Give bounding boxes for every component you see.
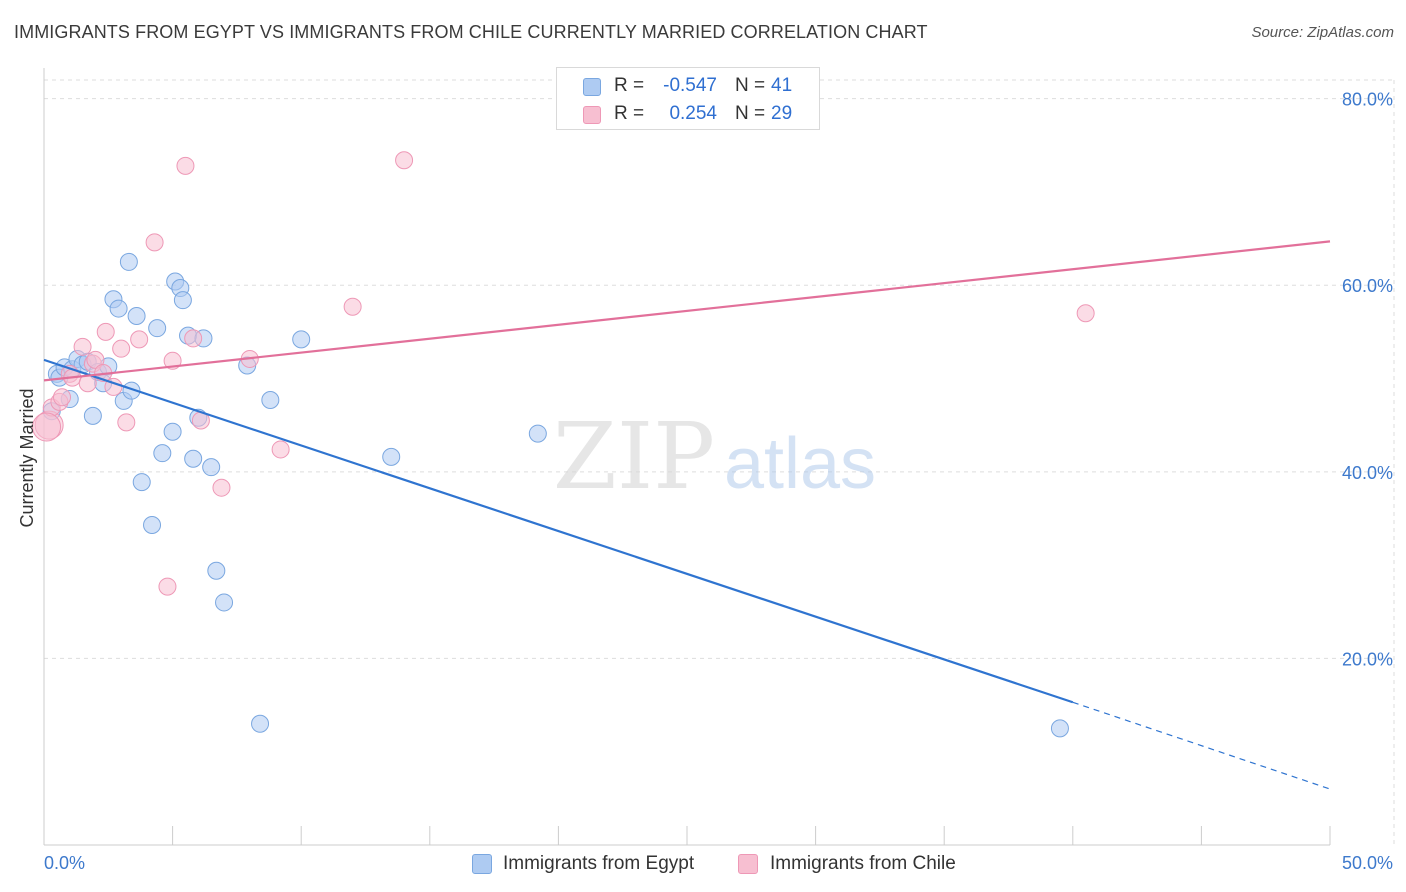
- chile-trend-line: [43, 240, 1331, 382]
- egypt-point: [109, 299, 128, 318]
- egypt-point: [1050, 719, 1069, 738]
- chile-legend-label: Immigrants from Chile: [770, 853, 956, 874]
- egypt-legend-label: Immigrants from Egypt: [503, 853, 695, 874]
- egypt-point: [202, 458, 221, 477]
- chile-point: [271, 440, 290, 459]
- y-tick-label: 40.0%: [1342, 463, 1393, 483]
- x-tick-label: 0.0%: [44, 853, 85, 873]
- chile-n-label: N =: [735, 103, 766, 124]
- egypt-swatch: [583, 78, 601, 96]
- chile-points: [32, 151, 1095, 596]
- chile-point: [73, 337, 92, 356]
- y-axis-label: Currently Married: [17, 388, 37, 527]
- chile-point: [184, 329, 203, 348]
- correlation-legend: R = -0.547 N = 41 R = 0.254 N = 29: [556, 67, 820, 130]
- egypt-point: [83, 406, 102, 425]
- chile-point: [130, 330, 149, 349]
- egypt-point: [382, 447, 401, 466]
- chile-r-value: 0.254: [669, 103, 717, 124]
- chile-point: [395, 151, 414, 170]
- chile-point: [96, 322, 115, 341]
- egypt-points: [42, 252, 1069, 738]
- chile-n-value: 29: [771, 103, 793, 124]
- egypt-point: [127, 307, 146, 326]
- chile-point: [117, 413, 136, 432]
- egypt-trend-extension: [1072, 701, 1331, 790]
- trend-lines: [43, 240, 1331, 790]
- chile-point: [32, 412, 62, 442]
- axes: [43, 68, 1331, 846]
- y-tick-label: 60.0%: [1342, 276, 1393, 296]
- source-label: Source: ZipAtlas.com: [1251, 24, 1394, 41]
- chile-point: [212, 478, 231, 497]
- chile-point: [176, 156, 195, 175]
- y-tick-label: 20.0%: [1342, 649, 1393, 669]
- watermark-atlas: atlas: [724, 424, 876, 504]
- egypt-point: [251, 714, 270, 733]
- watermark-zip: ZIP: [553, 403, 715, 510]
- egypt-point: [148, 319, 167, 338]
- egypt-legend-swatch: [472, 854, 492, 874]
- chile-point: [112, 339, 131, 358]
- chile-point: [145, 233, 164, 252]
- egypt-r-label: R =: [614, 75, 645, 96]
- egypt-point: [163, 422, 182, 441]
- egypt-point: [261, 390, 280, 409]
- x-tick-label: 50.0%: [1342, 853, 1393, 873]
- egypt-point: [292, 330, 311, 349]
- egypt-point: [215, 593, 234, 612]
- egypt-trend-line: [43, 358, 1074, 704]
- egypt-n-value: 41: [771, 75, 793, 96]
- chile-swatch: [583, 106, 601, 124]
- egypt-point: [143, 516, 162, 535]
- chile-point: [343, 297, 362, 316]
- tick-labels: 20.0% 40.0% 60.0% 80.0% 0.0% 50.0%: [44, 90, 1393, 873]
- egypt-point: [153, 444, 172, 463]
- egypt-point: [132, 473, 151, 492]
- egypt-n-label: N =: [735, 75, 766, 96]
- egypt-r-value: -0.547: [663, 75, 717, 96]
- series-legend: Immigrants from Egypt Immigrants from Ch…: [0, 852, 1406, 878]
- legend-row-chile: R = 0.254 N = 29: [557, 103, 819, 127]
- chile-point: [53, 388, 72, 407]
- legend-row-egypt: R = -0.547 N = 41: [557, 75, 819, 99]
- egypt-point: [207, 561, 226, 580]
- egypt-point: [173, 291, 192, 310]
- chile-point: [1076, 304, 1095, 323]
- egypt-point: [528, 424, 547, 443]
- gridlines: [44, 79, 1395, 845]
- chart-title: IMMIGRANTS FROM EGYPT VS IMMIGRANTS FROM…: [14, 22, 928, 42]
- chile-r-label: R =: [614, 103, 645, 124]
- egypt-point: [119, 252, 138, 271]
- egypt-point: [184, 449, 203, 468]
- chile-legend-swatch: [738, 854, 758, 874]
- y-tick-label: 80.0%: [1342, 90, 1393, 110]
- chile-point: [158, 577, 177, 596]
